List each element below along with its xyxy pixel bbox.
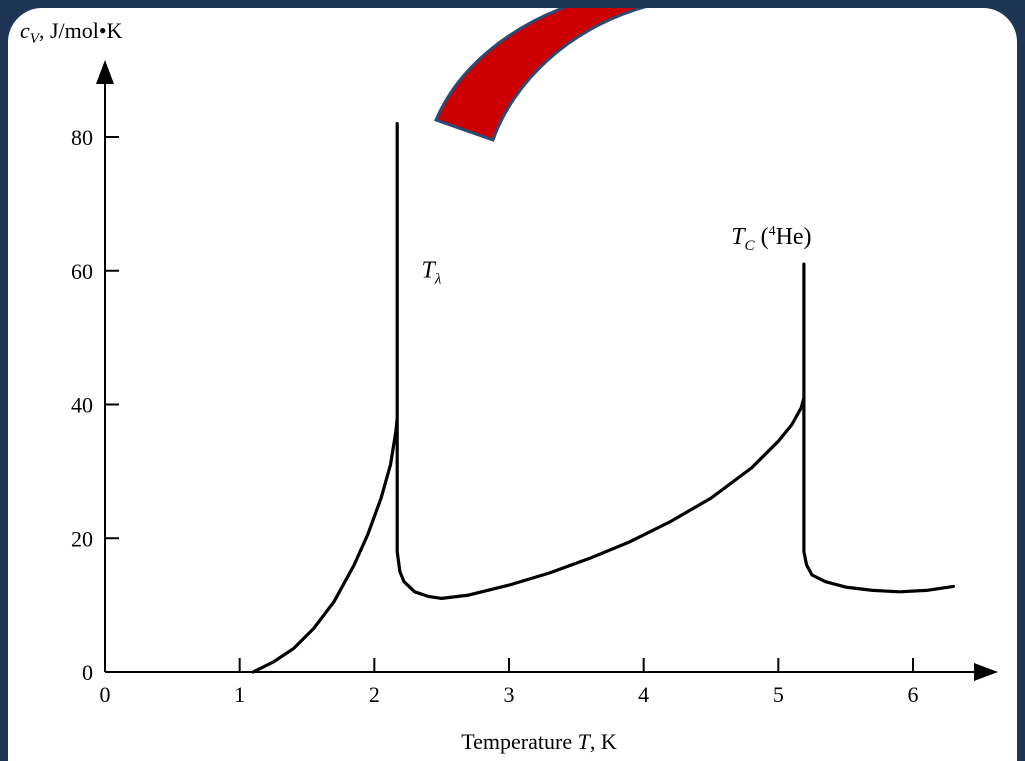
t-critical-variable: T [731,224,746,250]
y-axis-title-units: , J/mol•K [39,18,123,43]
t-lambda-label: Tλ [421,257,441,287]
x-tick-label: 4 [638,682,649,707]
t-critical-superscript: 4 [769,224,776,239]
y-tick-label: 20 [71,526,93,551]
t-lambda-subscript: λ [434,271,442,287]
t-critical-open-paren: ( [755,224,769,250]
heat-capacity-curve [251,122,955,674]
y-tick-label: 80 [71,125,93,150]
y-axis-arrowhead [96,60,114,84]
x-tick-label: 1 [234,682,245,707]
y-tick-label: 0 [82,660,93,685]
y-tick-label: 40 [71,393,93,418]
x-ticks: 0 1 2 3 4 5 6 [100,658,919,707]
x-axis-title-variable: T [578,729,592,754]
chart: 0 1 2 3 4 5 6 0 20 40 60 80 cV, J/mol•K Temperatur… [20,8,998,754]
x-axis-title-prefix: Temperature [461,729,577,754]
t-critical-element: He) [776,224,812,250]
t-critical-subscript: C [745,238,756,254]
y-tick-label: 60 [71,259,93,284]
axes [96,60,998,681]
x-tick-label: 2 [369,682,380,707]
y-ticks: 0 20 40 60 80 [71,125,119,685]
x-axis-title-units: , K [590,729,617,754]
x-tick-label: 6 [908,682,919,707]
x-tick-label: 3 [504,682,515,707]
x-tick-label: 0 [100,682,111,707]
y-axis-title-subscript: V [30,31,41,47]
y-axis-title-variable: c [20,18,30,43]
x-axis-arrowhead [974,663,998,681]
x-axis-title: Temperature T, K [461,729,617,754]
t-lambda-variable: T [421,257,436,283]
x-tick-label: 5 [773,682,784,707]
figure-panel: 0 1 2 3 4 5 6 0 20 40 60 80 cV, J/mol•K Temperatur… [8,8,1017,761]
curved-red-arrow [433,8,647,142]
y-axis-title: cV, J/mol•K [20,18,123,47]
t-critical-label: TC (4He) [731,224,811,254]
